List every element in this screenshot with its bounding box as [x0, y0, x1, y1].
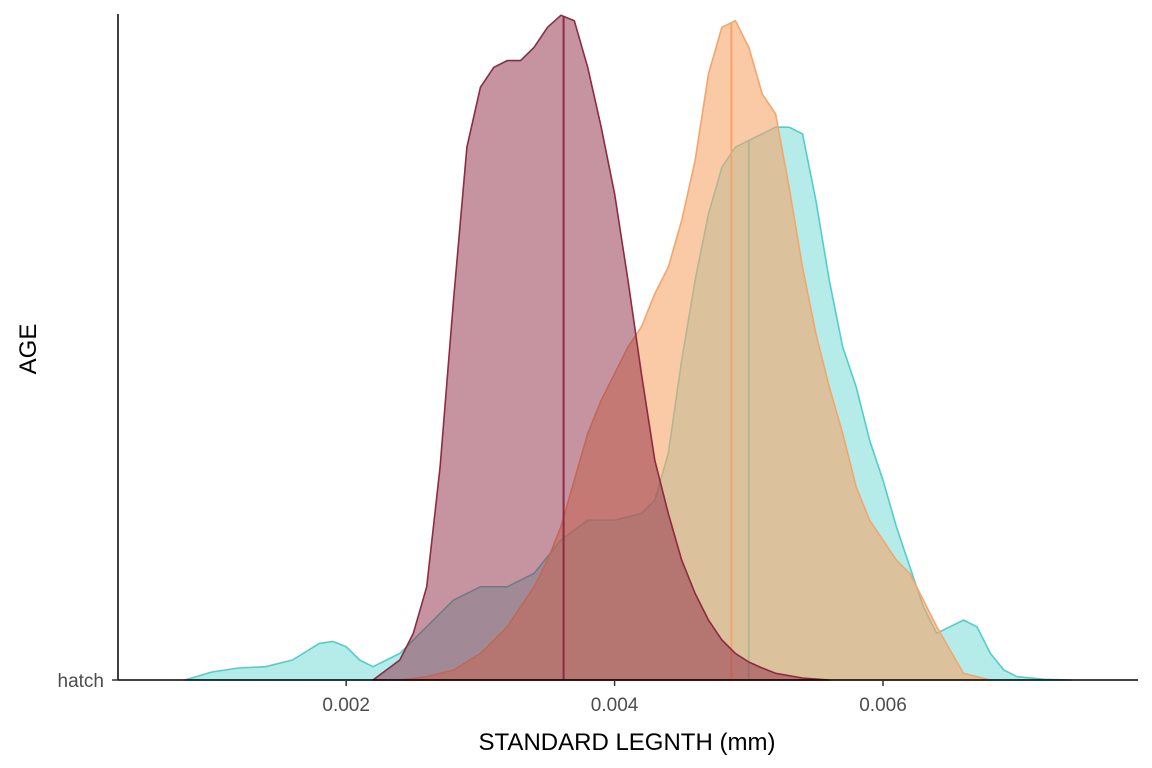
density-area-2 [372, 14, 831, 681]
x-axis-title: STANDARD LEGNTH (mm) [479, 729, 776, 756]
x-tick-label: 0.002 [322, 695, 370, 716]
y-axis-title: AGE [15, 324, 42, 375]
x-axis-ticks: 0.002 0.004 0.006 [322, 680, 907, 716]
y-tick-label: hatch [58, 671, 104, 692]
x-tick-label: 0.004 [591, 695, 639, 716]
x-tick-label: 0.006 [859, 695, 907, 716]
y-axis-ticks: hatch [58, 671, 118, 692]
density-series-layer [184, 14, 1072, 681]
